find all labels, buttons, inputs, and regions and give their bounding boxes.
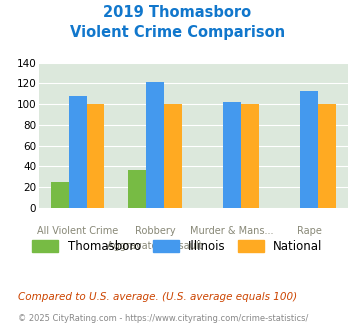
Text: 2019 Thomasboro: 2019 Thomasboro xyxy=(103,5,252,20)
Text: Rape: Rape xyxy=(297,226,322,236)
Legend: Thomasboro, Illinois, National: Thomasboro, Illinois, National xyxy=(28,235,327,258)
Bar xyxy=(69,96,87,208)
Bar xyxy=(318,104,336,208)
Text: Aggravated Assault: Aggravated Assault xyxy=(107,241,203,251)
Bar xyxy=(87,104,104,208)
Text: Compared to U.S. average. (U.S. average equals 100): Compared to U.S. average. (U.S. average … xyxy=(18,292,297,302)
Text: Murder & Mans...: Murder & Mans... xyxy=(190,226,274,236)
Bar xyxy=(51,182,69,208)
Text: © 2025 CityRating.com - https://www.cityrating.com/crime-statistics/: © 2025 CityRating.com - https://www.city… xyxy=(18,314,308,323)
Bar xyxy=(300,91,318,208)
Bar xyxy=(146,82,164,208)
Bar xyxy=(164,104,181,208)
Text: All Violent Crime: All Violent Crime xyxy=(37,226,118,236)
Bar xyxy=(241,104,259,208)
Text: Robbery: Robbery xyxy=(135,226,175,236)
Text: Violent Crime Comparison: Violent Crime Comparison xyxy=(70,25,285,40)
Bar xyxy=(128,170,146,208)
Bar xyxy=(223,102,241,208)
